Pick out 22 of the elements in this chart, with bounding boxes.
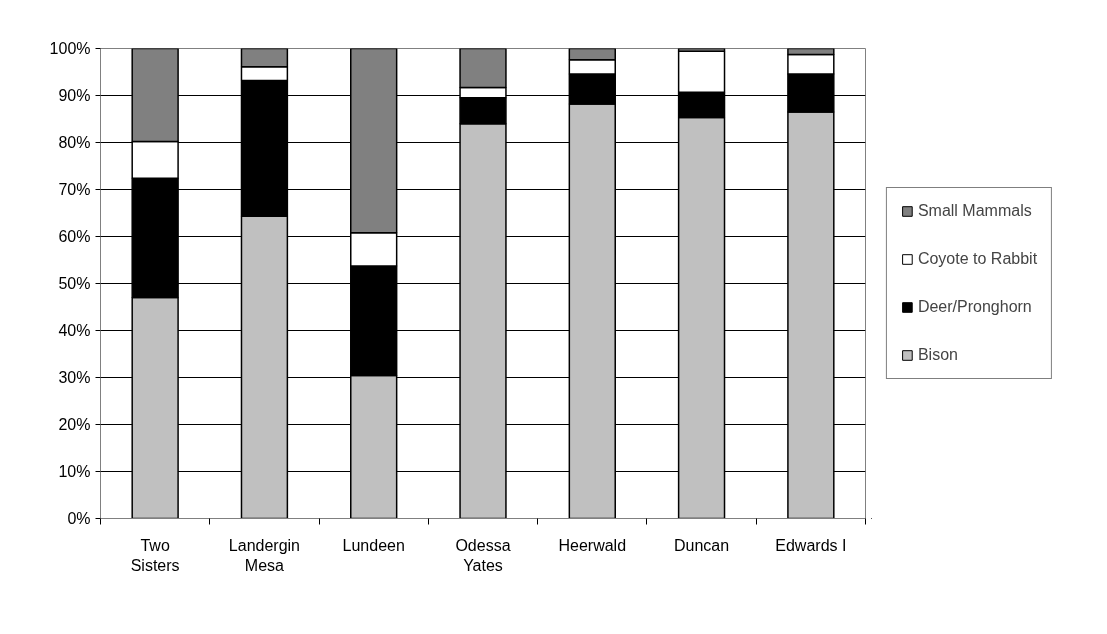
y-tick-label: 60% xyxy=(58,228,91,245)
x-tick-label: Two Sisters xyxy=(130,536,180,574)
y-tick-label: 0% xyxy=(67,510,91,527)
legend-label: Coyote to Rabbit xyxy=(917,250,1038,268)
y-tick-label: 80% xyxy=(58,134,91,151)
x-tick-label: Odessa Yates xyxy=(455,536,511,574)
y-tick-label: 40% xyxy=(58,322,91,339)
y-tick-label: 90% xyxy=(58,87,91,104)
y-tick-label: 70% xyxy=(58,181,91,198)
x-tick-label: Lundeen xyxy=(342,536,405,554)
y-tick-label: 100% xyxy=(49,40,91,57)
y-tick-label: 30% xyxy=(58,369,91,386)
y-tick-label: 10% xyxy=(58,463,91,480)
x-tick-label: Edwards I xyxy=(775,536,847,554)
y-tick-label: 50% xyxy=(58,275,91,292)
x-tick-label: Landergin Mesa xyxy=(228,536,301,574)
y-tick-label: 20% xyxy=(58,416,91,433)
legend-label: Deer/Pronghorn xyxy=(917,298,1032,316)
x-tick-label: Duncan xyxy=(674,536,730,554)
x-tick-label: Heerwald xyxy=(558,536,627,554)
legend-label: Small Mammals xyxy=(917,202,1032,220)
legend-label: Bison xyxy=(917,346,958,364)
